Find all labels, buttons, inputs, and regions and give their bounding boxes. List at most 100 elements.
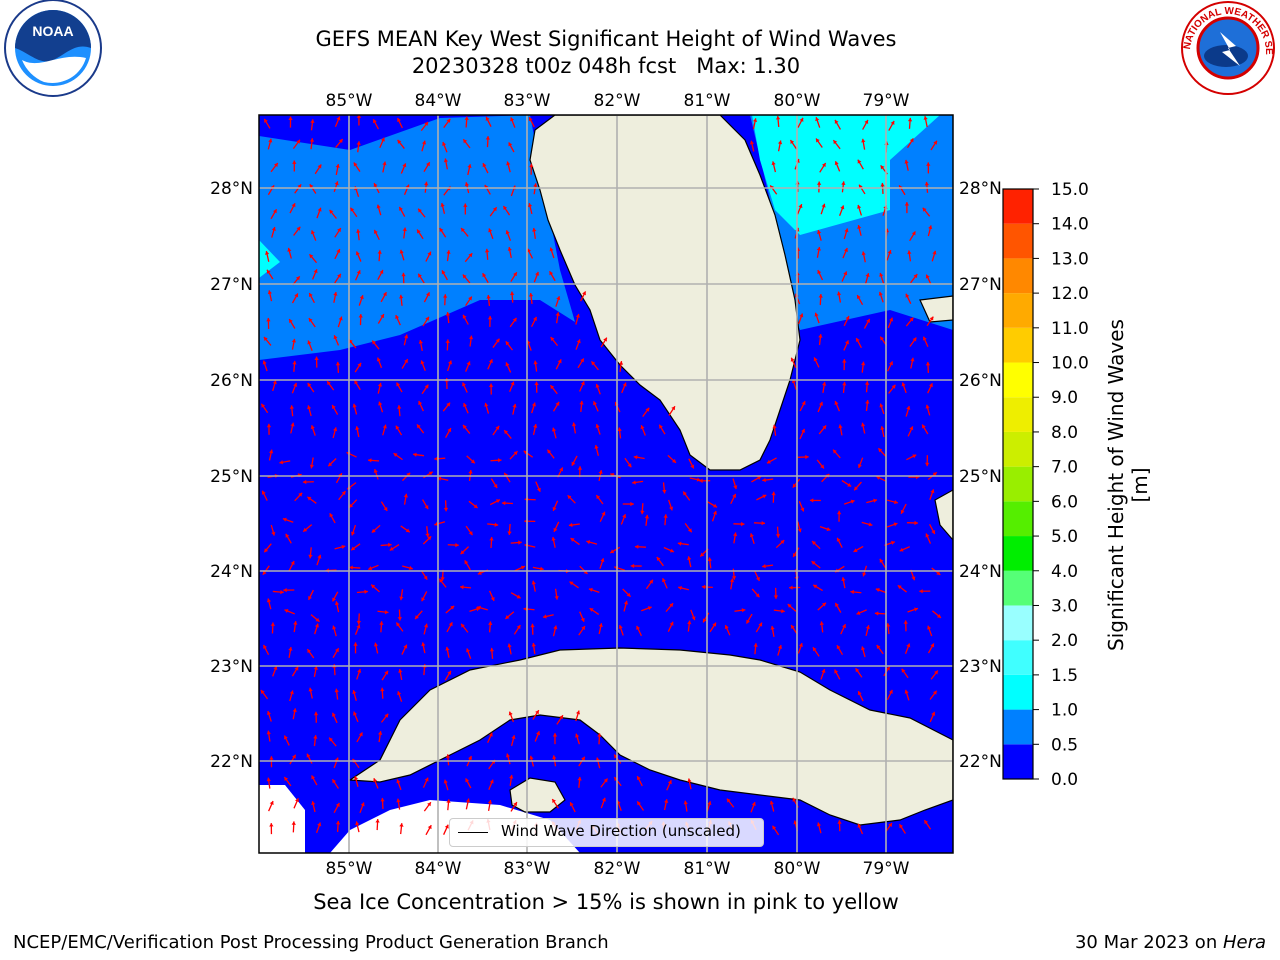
- wind-wave-arrow: [327, 458, 337, 467]
- wind-wave-arrow: [880, 426, 885, 438]
- wind-wave-arrow: [352, 690, 357, 701]
- wind-wave-arrow: [373, 468, 379, 480]
- wind-wave-arrow: [510, 291, 515, 303]
- wind-wave-arrow: [925, 361, 931, 373]
- wind-wave-arrow: [899, 546, 911, 552]
- wind-wave-arrow: [482, 162, 489, 174]
- wind-wave-arrow: [354, 269, 361, 281]
- noaa-logo-sky: [15, 10, 91, 62]
- colorbar-tick-label: 8.0: [1051, 423, 1078, 443]
- wind-wave-arrow: [482, 272, 489, 284]
- wind-wave-arrow: [887, 361, 894, 372]
- wind-wave-arrow: [445, 339, 450, 351]
- wind-wave-arrow: [509, 381, 515, 393]
- wind-wave-arrow: [775, 115, 781, 128]
- wind-wave-arrow: [396, 117, 403, 129]
- wind-wave-arrow: [925, 533, 932, 544]
- wind-wave-arrow: [399, 249, 405, 261]
- wind-wave-arrow: [422, 316, 430, 327]
- wind-wave-arrow: [750, 801, 756, 813]
- wind-wave-arrow: [309, 457, 315, 469]
- lon-tick-label: 83°W: [504, 859, 551, 879]
- wind-wave-arrow: [555, 296, 561, 307]
- wind-wave-arrow: [370, 584, 380, 593]
- wind-wave-arrow: [292, 708, 297, 720]
- wind-wave-arrow: [633, 455, 645, 460]
- colorbar-tick-label: 4.0: [1051, 562, 1078, 582]
- nws-logo: NATIONAL WEATHER SERVICE: [1176, 0, 1275, 95]
- wind-wave-arrow: [797, 117, 804, 128]
- colorbar-tick-label: 6.0: [1051, 492, 1078, 512]
- wind-wave-arrow: [487, 799, 493, 811]
- wind-wave-arrow: [468, 335, 474, 347]
- footer-date: 30 Mar 2023 on Hera: [1075, 932, 1266, 953]
- wind-wave-arrow: [842, 359, 847, 371]
- wind-wave-arrow: [907, 250, 912, 262]
- wind-wave-arrow: [906, 138, 914, 149]
- wind-wave-arrow: [838, 424, 843, 436]
- wind-wave-arrow: [328, 737, 337, 747]
- wind-wave-arrow: [508, 142, 515, 153]
- wind-wave-arrow: [820, 668, 826, 680]
- wind-wave-arrow: [531, 402, 536, 414]
- wind-wave-arrow: [395, 314, 401, 326]
- wind-wave-arrow: [266, 777, 271, 789]
- wind-wave-arrow: [397, 691, 403, 702]
- wind-wave-arrow: [571, 455, 578, 466]
- wind-wave-arrow: [836, 644, 844, 656]
- wind-wave-arrow: [460, 546, 470, 555]
- wind-wave-arrow: [403, 493, 408, 505]
- lon-tick-label: 79°W: [863, 859, 910, 879]
- wind-wave-arrow: [843, 340, 849, 351]
- wind-wave-arrow: [549, 384, 558, 395]
- wind-wave-arrow: [552, 733, 558, 745]
- wind-wave-arrow: [310, 425, 316, 436]
- wind-wave-arrow: [416, 423, 425, 434]
- wind-wave-arrow: [862, 119, 869, 130]
- wind-wave-arrow: [381, 670, 389, 681]
- wind-wave-arrow: [503, 429, 512, 440]
- footer-machine: Hera: [1222, 932, 1266, 953]
- wind-wave-arrow: [878, 291, 884, 303]
- wind-wave-arrow: [489, 647, 495, 659]
- lon-tick-label: 84°W: [415, 859, 462, 879]
- wind-wave-arrow: [579, 400, 584, 413]
- wind-wave-arrow: [658, 424, 666, 435]
- colorbar-swatch: [1003, 362, 1033, 398]
- lon-tick-label: 82°W: [594, 91, 641, 111]
- wind-wave-arrow: [754, 570, 760, 582]
- wind-wave-arrow: [488, 621, 493, 633]
- wind-wave-arrow: [441, 270, 448, 281]
- wind-wave-arrow: [445, 605, 455, 614]
- wind-wave-arrow: [598, 623, 603, 635]
- wind-wave-arrow: [663, 799, 669, 811]
- lon-tick-label: 83°W: [504, 91, 551, 111]
- wind-wave-arrow: [423, 292, 431, 303]
- wind-wave-arrow: [530, 623, 535, 635]
- lat-tick-label: 28°N: [959, 179, 1002, 199]
- wind-wave-arrow: [485, 136, 491, 148]
- colorbar-tick-label: 1.5: [1051, 666, 1078, 686]
- colorbar-tick-label: 7.0: [1051, 458, 1078, 478]
- wind-wave-arrow: [683, 800, 688, 812]
- lon-tick-label: 80°W: [774, 91, 821, 111]
- wind-wave-arrow: [570, 537, 580, 546]
- wind-wave-arrow: [377, 382, 383, 394]
- wind-wave-arrow: [307, 340, 313, 352]
- wind-wave-arrow: [682, 491, 691, 501]
- wind-wave-arrow: [447, 542, 459, 548]
- wind-wave-arrow: [356, 229, 361, 241]
- colorbar-swatch: [1003, 189, 1033, 224]
- wind-wave-arrow: [919, 589, 931, 594]
- lat-tick-label: 24°N: [210, 562, 253, 582]
- wind-wave-arrow: [904, 643, 911, 654]
- wind-wave-arrow: [855, 337, 862, 349]
- wind-wave-arrow: [900, 503, 907, 515]
- wind-wave-arrow: [443, 779, 449, 791]
- wind-wave-arrow: [811, 540, 821, 550]
- wind-wave-arrow: [262, 360, 268, 372]
- wind-wave-arrow: [874, 611, 886, 616]
- wind-wave-arrow: [699, 478, 711, 483]
- wind-wave-arrow: [886, 689, 893, 701]
- wind-wave-arrow: [907, 117, 913, 129]
